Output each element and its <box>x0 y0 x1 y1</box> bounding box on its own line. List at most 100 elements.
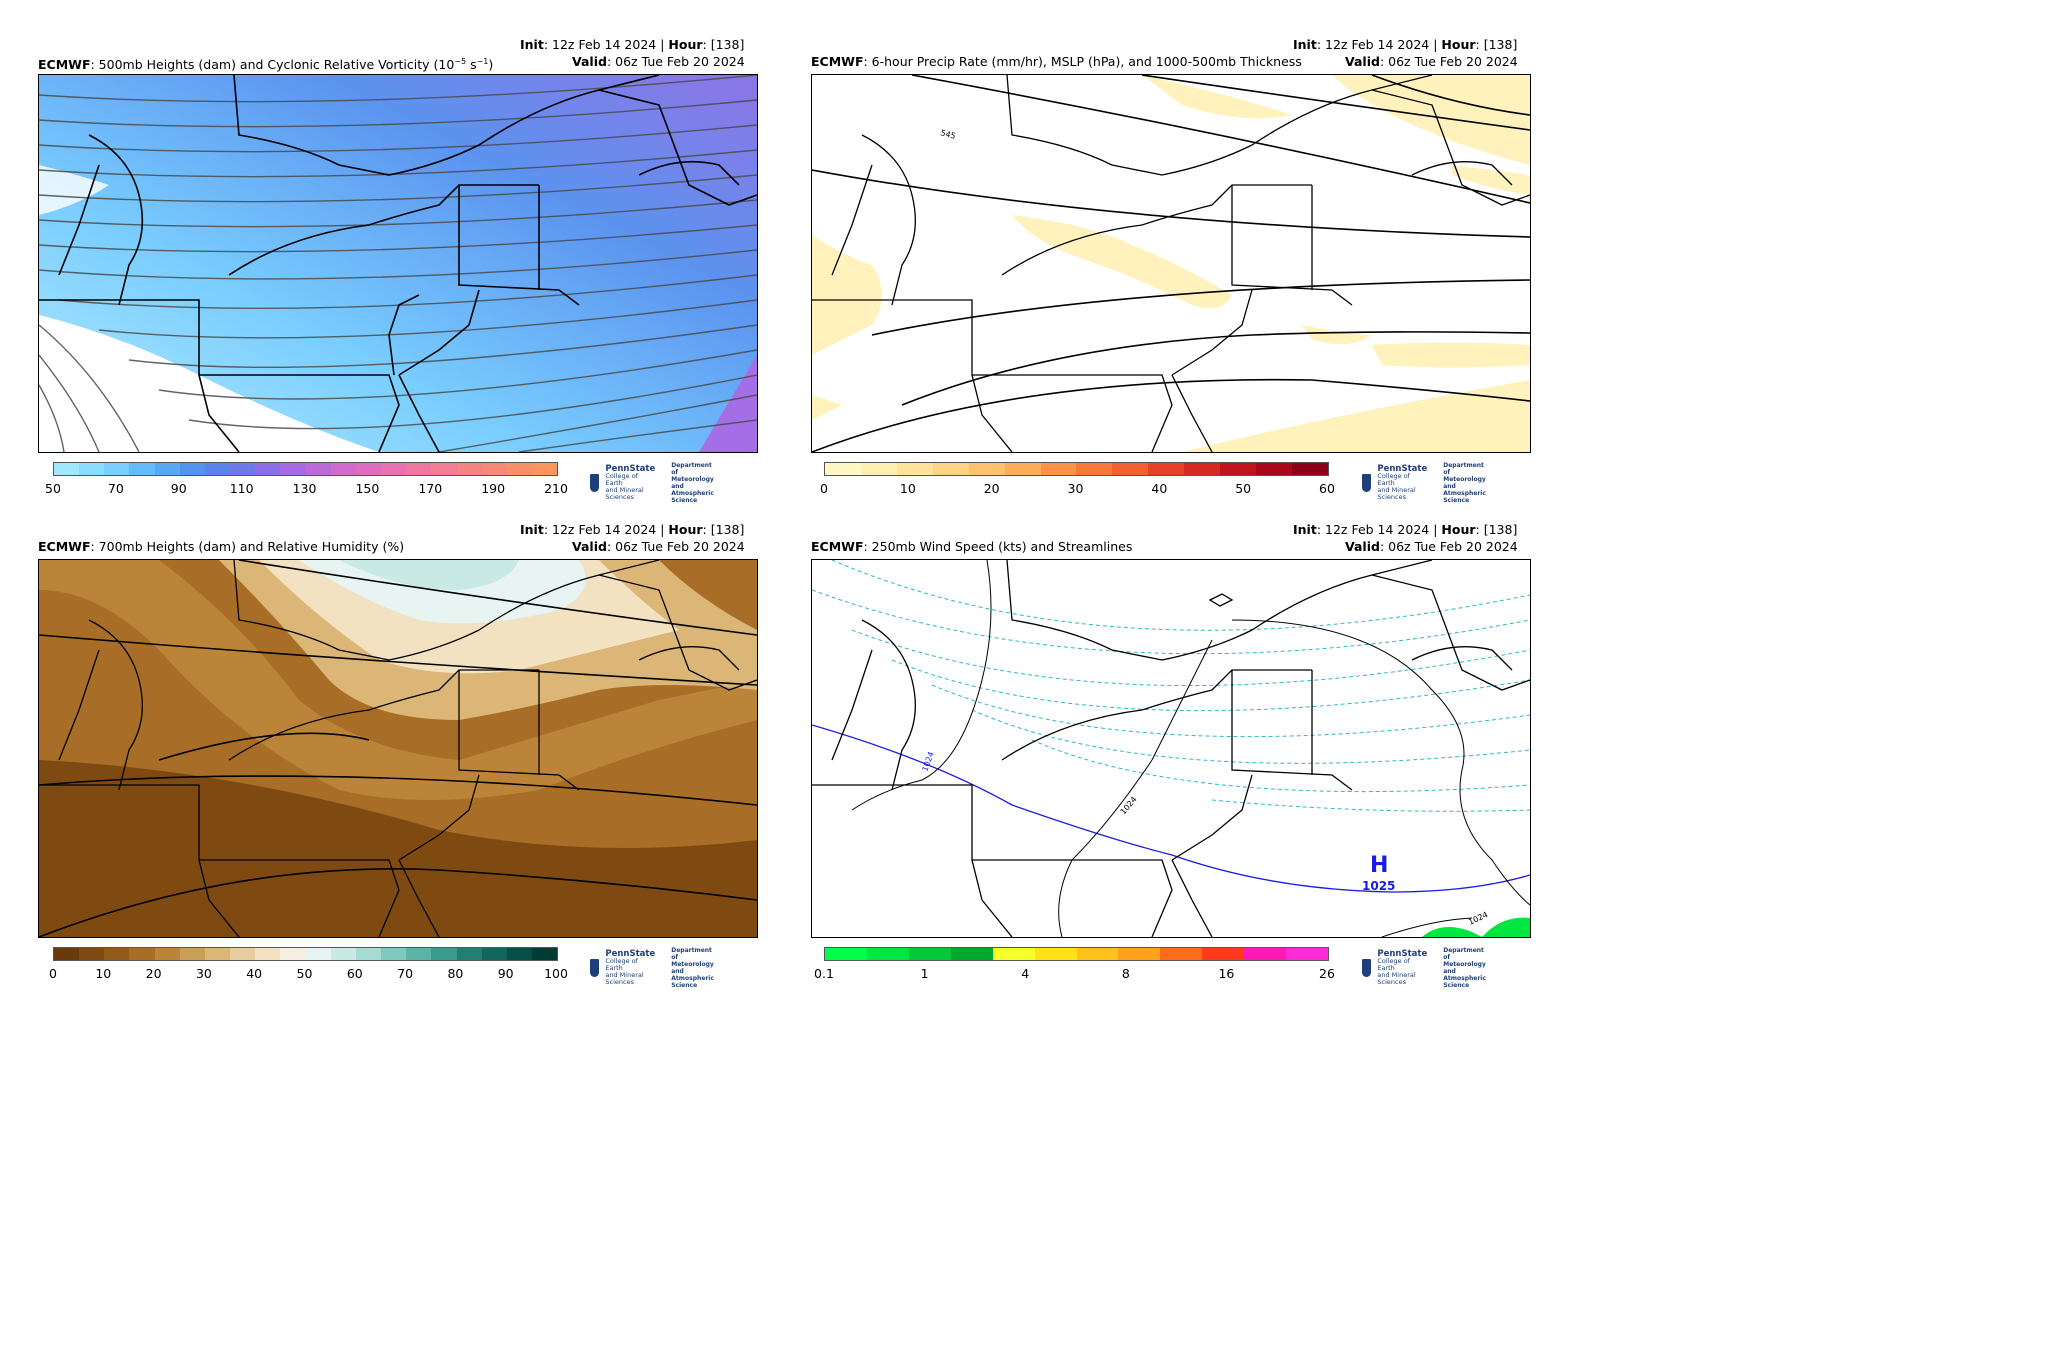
colorbar-tick-label: 26 <box>1319 966 1335 981</box>
panel-title: ECMWF: 700mb Heights (dam) and Relative … <box>38 539 405 554</box>
pennstate-logo: PennState College of Earth and Mineral S… <box>590 947 719 989</box>
colorbar-swatch <box>1202 948 1245 960</box>
coastlines-borders <box>39 75 757 452</box>
coastlines-borders <box>812 75 1530 452</box>
colorbar-swatch <box>1040 463 1077 475</box>
colorbar-swatch <box>230 948 256 960</box>
colorbar-swatch <box>330 463 356 475</box>
map-precip-mslp: 545 <box>811 74 1531 453</box>
colorbar-swatch <box>204 948 231 960</box>
colorbar-vorticity <box>53 462 558 476</box>
colorbar-swatch <box>1291 463 1328 475</box>
colorbar-ticks: 0.1 1 4 8 16 26 <box>814 966 1335 982</box>
valid-line: Valid: 06z Tue Feb 20 2024 <box>1345 54 1518 69</box>
colorbar-swatch <box>825 463 861 475</box>
colorbar-tick-label: 210 <box>544 481 568 496</box>
colorbar-tick-label: 170 <box>418 481 443 496</box>
colorbar-tick-label: 190 <box>481 481 506 496</box>
colorbar-tick-label: 10 <box>899 481 916 496</box>
colorbar-tick-label: 20 <box>983 481 1000 496</box>
isobar-1024 <box>812 724 1530 893</box>
precip-shading <box>812 75 1530 452</box>
colorbar-swatch <box>330 948 356 960</box>
colorbar-swatch <box>104 463 130 475</box>
colorbar-swatch <box>1076 948 1119 960</box>
colorbar-swatch <box>230 463 256 475</box>
colorbar-swatch <box>992 948 1035 960</box>
colorbar-tick-label: 20 <box>145 966 162 981</box>
colorbar-swatch <box>406 948 432 960</box>
colorbar-tick-label: 90 <box>170 481 187 496</box>
colorbar-swatch <box>1148 463 1185 475</box>
colorbar-swatch <box>355 948 382 960</box>
colorbar-ticks: 0 10 20 30 40 50 60 70 80 90 100 <box>49 966 568 982</box>
coastlines-borders <box>39 560 757 937</box>
colorbar-ticks: 0 10 20 30 40 50 60 <box>820 481 1335 497</box>
colorbar-swatch <box>1034 948 1077 960</box>
colorbar-swatch <box>531 463 558 475</box>
colorbar-tick-label: 0 <box>49 966 57 981</box>
colorbar-tick-label: 30 <box>1067 481 1084 496</box>
colorbar-swatch <box>381 948 407 960</box>
colorbar-swatch <box>54 948 80 960</box>
colorbar-swatch <box>506 463 532 475</box>
colorbar-tick-label: 40 <box>246 966 263 981</box>
colorbar-swatch <box>431 463 457 475</box>
colorbar-tick-label: 60 <box>1319 481 1335 496</box>
colorbar-swatch <box>79 948 105 960</box>
colorbar-tick-label: 100 <box>544 966 568 981</box>
init-line: Init: 12z Feb 14 2024 | Hour: [138] <box>520 522 745 537</box>
colorbar-swatch <box>129 463 155 475</box>
colorbar-tick-label: 80 <box>447 966 464 981</box>
colorbar-swatch <box>1286 948 1329 960</box>
colorbar-swatch <box>305 463 331 475</box>
lion-shield-icon <box>1362 474 1372 492</box>
colorbar-swatch <box>1256 463 1292 475</box>
colorbar-swatch <box>531 948 558 960</box>
colorbar-tick-label: 90 <box>497 966 514 981</box>
init-line: Init: 12z Feb 14 2024 | Hour: [138] <box>520 37 745 52</box>
colorbar-swatch <box>381 463 407 475</box>
panel-title: ECMWF: 500mb Heights (dam) and Cyclonic … <box>38 57 494 73</box>
colorbar-swatch <box>355 463 382 475</box>
thickness-isobars <box>812 75 1530 452</box>
colorbar-tick-label: 4 <box>1021 966 1030 981</box>
colorbar-tick-label: 1 <box>920 966 929 981</box>
valid-line: Valid: 06z Tue Feb 20 2024 <box>572 539 745 554</box>
colorbar-tick-label: 50 <box>45 481 61 496</box>
colorbar-tick-label: 0 <box>820 481 828 496</box>
map-250mb-wind: 1024 1024 1024 H 1025 <box>811 559 1531 938</box>
colorbar-swatch <box>1184 463 1221 475</box>
colorbar-swatch <box>305 948 331 960</box>
colorbar-swatch <box>908 948 951 960</box>
colorbar-swatch <box>406 463 432 475</box>
colorbar-swatch <box>1220 463 1257 475</box>
colorbar-tick-label: 130 <box>292 481 317 496</box>
colorbar-tick-label: 60 <box>346 966 363 981</box>
colorbar-swatch <box>1160 948 1203 960</box>
init-line: Init: 12z Feb 14 2024 | Hour: [138] <box>1293 522 1518 537</box>
lion-shield-icon <box>590 959 600 977</box>
lion-shield-icon <box>1362 959 1372 977</box>
colorbar-swatch <box>950 948 993 960</box>
colorbar-tick-label: 8 <box>1121 966 1130 981</box>
colorbar-wind <box>824 947 1329 961</box>
wind-speed-contours <box>812 560 1530 812</box>
svg-text:545: 545 <box>939 128 956 141</box>
colorbar-swatch <box>79 463 105 475</box>
colorbar-rh <box>53 947 558 961</box>
colorbar-swatch <box>54 463 80 475</box>
colorbar-swatch <box>866 948 909 960</box>
colorbar-ticks: 50 70 90 110 130 150 170 190 210 <box>45 481 568 497</box>
init-line: Init: 12z Feb 14 2024 | Hour: [138] <box>1293 37 1518 52</box>
colorbar-swatch <box>1112 463 1149 475</box>
high-pressure-value: 1025 <box>1362 879 1395 893</box>
colorbar-swatch <box>154 463 180 475</box>
colorbar-tick-label: 10 <box>95 966 112 981</box>
colorbar-swatch <box>896 463 933 475</box>
coastlines-borders <box>812 560 1530 937</box>
map-700mb-rh <box>38 559 758 938</box>
colorbar-tick-label: 110 <box>229 481 254 496</box>
colorbar-swatch <box>280 948 306 960</box>
colorbar-tick-label: 0.1 <box>814 966 834 981</box>
